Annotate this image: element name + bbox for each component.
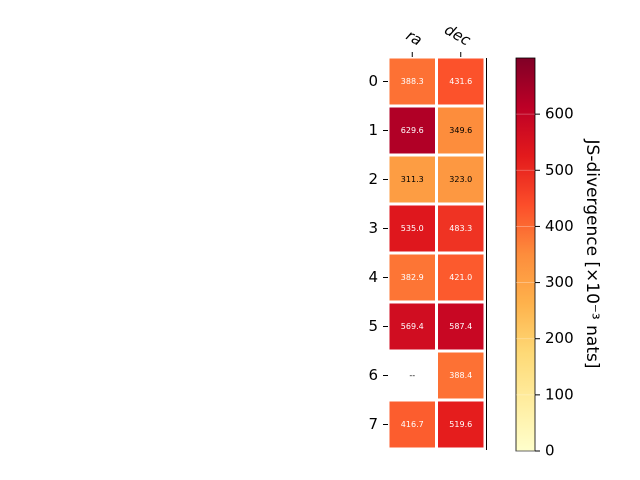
cell-value-label: 483.3 [449,224,472,233]
cell-value-label: 388.3 [401,77,424,86]
colorbar-gradient [515,57,536,452]
column-axis: ra dec [403,20,474,57]
heatmap-cell [438,156,484,203]
cell-value-label: -- [409,371,415,380]
heatmap-cell [389,401,435,448]
cell-value-label: 421.0 [449,273,472,282]
colorbar-tick-label: 0 [545,442,555,460]
cell-value-label: 587.4 [449,322,472,331]
heatmap-cell [389,58,435,105]
heatmap-cell [389,107,435,154]
row-tick-label: 6 [368,366,378,384]
cell-value-label: 535.0 [401,224,424,233]
heatmap-cell [438,352,484,399]
row-tick-label: 0 [368,72,378,90]
colorbar-ticks: 0 100 200 300 400 500 600 [516,105,574,460]
cell-value-label: 519.6 [449,420,472,429]
row-tick-label: 3 [368,219,378,237]
colorbar-label: JS-divergence [×10⁻³ nats] [582,139,602,369]
heatmap-cell [438,107,484,154]
cell-value-label: 349.6 [449,126,472,135]
cell-value-label: 382.9 [401,273,424,282]
heatmap-cell [389,205,435,252]
colorbar-tick-label: 100 [545,385,574,403]
row-tick-label: 5 [368,317,378,335]
colorbar-tick-label: 300 [545,273,574,291]
heatmap-grid: 388.3 431.6 629.6 349.6 311.3 323.0 535.0 483.3… [389,58,484,448]
heatmap-cell [389,303,435,350]
cell-value-label: 569.4 [401,322,424,331]
row-tick-label: 1 [368,121,378,139]
row-tick-label: 4 [368,268,378,286]
column-tick-label: ra [403,26,425,49]
row-axis: 0 1 2 3 4 5 6 7 [368,72,388,433]
heatmap-cell [438,58,484,105]
cell-value-label: 629.6 [401,126,424,135]
heatmap-cell [438,401,484,448]
row-tick-label: 7 [368,415,378,433]
cell-value-label: 416.7 [401,420,424,429]
cell-value-label: 388.4 [449,371,472,380]
colorbar: 0 100 200 300 400 500 600 JS-divergence [×10⁻³… [515,57,602,460]
colorbar-tick-label: 600 [545,105,574,123]
heatmap-cell [438,303,484,350]
heatmap-cell [389,156,435,203]
heatmap-cell [438,254,484,301]
row-tick-label: 2 [368,170,378,188]
heatmap-cell [438,205,484,252]
colorbar-tick-label: 200 [545,329,574,347]
cell-value-label: 323.0 [449,175,472,184]
heatmap-cell [389,254,435,301]
cell-value-label: 311.3 [401,175,424,184]
colorbar-tick-label: 400 [545,217,574,235]
column-tick-label: dec [441,20,474,49]
colorbar-tick-label: 500 [545,161,574,179]
cell-value-label: 431.6 [449,77,472,86]
